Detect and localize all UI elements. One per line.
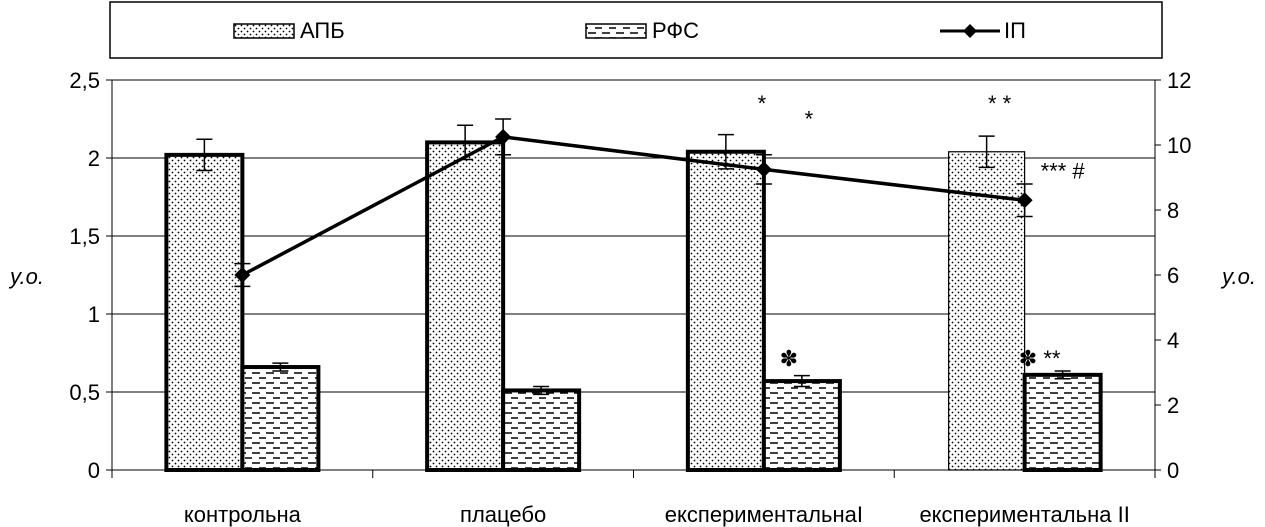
y-tick-label-right: 0 [1167, 458, 1179, 483]
bar [425, 140, 506, 472]
y-tick-label-right: 2 [1167, 393, 1179, 418]
bars [164, 124, 1103, 473]
axes: 0 0,5 1 1,5 2 2,5 0 2 4 6 8 10 12 контрольна плацебо ек… [69, 68, 1191, 527]
x-tick-label: експериментальна II [919, 502, 1129, 527]
bar [685, 149, 766, 472]
bar [240, 365, 321, 473]
y-tick-label-right: 8 [1167, 198, 1179, 223]
legend-swatch-rfs [585, 23, 647, 39]
annotation-marker: ✽ [780, 346, 798, 371]
ip-point [755, 161, 772, 178]
annotation-marker: * * [988, 91, 1012, 116]
x-tick-label: експериментальнаI [665, 502, 863, 527]
ip-point [1016, 192, 1033, 209]
y-tick-label-left: 2 [88, 146, 100, 171]
y-tick-label-right: 10 [1167, 133, 1191, 158]
annotations: * * ✽ * * *** # ✽ ** [758, 91, 1086, 371]
bar [948, 151, 1026, 471]
legend-swatch-apb [233, 23, 295, 39]
legend: АПБ РФС ІП [109, 1, 1163, 59]
bar [1022, 372, 1103, 472]
ip-line-path [241, 135, 1025, 277]
x-tick-label: плацебо [460, 502, 546, 527]
legend-swatch-ip-marker [963, 24, 977, 38]
bar [761, 379, 842, 472]
y-tick-label-left: 1,5 [69, 224, 100, 249]
ip-line [234, 118, 1033, 288]
ip-point [495, 128, 512, 145]
y-axis-label-left: у.о. [8, 264, 44, 289]
y-tick-label-left: 0 [88, 458, 100, 483]
y-tick-label-left: 0,5 [69, 380, 100, 405]
annotation-marker: *** # [1041, 158, 1086, 183]
annotation-marker: ✽ ** [1019, 346, 1061, 371]
bar [501, 388, 582, 472]
ip-point [234, 267, 251, 283]
bar [164, 152, 245, 472]
legend-label-apb: АПБ [300, 18, 345, 43]
y-tick-label-right: 12 [1167, 68, 1191, 93]
legend-label-rfs: РФС [652, 18, 699, 43]
y-tick-label-right: 4 [1167, 328, 1179, 353]
legend-label-ip: ІП [1004, 18, 1026, 43]
x-tick-label: контрольна [184, 502, 302, 527]
y-tick-label-right: 6 [1167, 263, 1179, 288]
y-tick-label-left: 1 [88, 302, 100, 327]
y-tick-label-left: 2,5 [69, 68, 100, 93]
annotation-marker: * [758, 91, 767, 116]
annotation-marker: * [805, 106, 814, 131]
y-axis-label-right: у.о. [1220, 264, 1256, 289]
